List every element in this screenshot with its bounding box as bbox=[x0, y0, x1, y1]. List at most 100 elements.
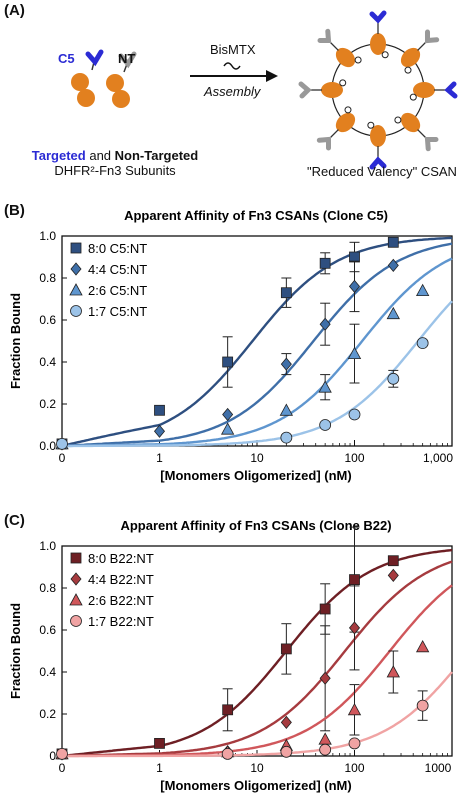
data-point-diamond bbox=[387, 258, 399, 273]
caption-nontargeted: Non-Targeted bbox=[114, 148, 199, 163]
data-point-square bbox=[280, 643, 292, 655]
y-tick-label: 0.8 bbox=[39, 581, 56, 595]
data-point-diamond bbox=[319, 317, 331, 331]
data-point-triangle bbox=[69, 593, 83, 606]
data-point-triangle bbox=[318, 380, 332, 393]
data-point-triangle bbox=[220, 422, 235, 435]
y-tick-label: 0.6 bbox=[39, 313, 56, 327]
data-point-circle bbox=[221, 747, 234, 760]
y-tick-label: 0.4 bbox=[39, 355, 56, 369]
fit-curve bbox=[61, 548, 453, 758]
ring-subunit bbox=[367, 121, 387, 170]
panel-a-letter: (A) bbox=[4, 2, 25, 19]
series bbox=[56, 671, 453, 760]
data-point-square bbox=[154, 737, 165, 749]
data-point-diamond bbox=[70, 572, 82, 586]
data-point-triangle bbox=[347, 346, 362, 360]
fit-curve bbox=[61, 236, 453, 448]
x-axis-label: [Monomers Oligomerized] (nM) bbox=[160, 468, 351, 483]
y-axis-label: Fraction Bound bbox=[8, 603, 23, 699]
data-point-diamond bbox=[153, 424, 166, 438]
legend-label: 4:4 C5:NT bbox=[88, 262, 147, 277]
legend-label: 1:7 B22:NT bbox=[88, 614, 154, 629]
data-point-diamond bbox=[348, 279, 361, 294]
chart-c5: Apparent Affinity of Fn3 CSANs (Clone C5… bbox=[8, 208, 453, 483]
data-point-diamond bbox=[280, 357, 292, 371]
data-point-triangle bbox=[279, 403, 294, 416]
assembly-arrow-icon bbox=[190, 62, 278, 82]
x-tick-label: 10 bbox=[250, 451, 264, 465]
data-point-circle bbox=[416, 699, 429, 712]
data-point-diamond bbox=[70, 262, 82, 276]
data-point-circle bbox=[319, 419, 332, 431]
y-tick-label: 0 bbox=[49, 749, 56, 763]
panel-b-letter: (B) bbox=[4, 202, 25, 219]
data-point-triangle bbox=[347, 702, 362, 716]
data-point-square bbox=[319, 257, 331, 269]
reagent-label: BisMTX bbox=[210, 42, 256, 57]
x-tick-label: 1,000 bbox=[423, 451, 453, 465]
data-point-square bbox=[349, 251, 360, 263]
y-axis-label: Fraction Bound bbox=[8, 293, 23, 389]
ring-subunit bbox=[409, 81, 458, 101]
csan-ring-icon bbox=[298, 10, 458, 170]
data-point-square bbox=[387, 236, 399, 248]
c5-label: C5 bbox=[58, 51, 75, 66]
series bbox=[56, 560, 453, 761]
fit-curve bbox=[62, 671, 453, 758]
legend-label: 8:0 B22:NT bbox=[88, 551, 154, 566]
ring-subunit bbox=[317, 28, 362, 68]
ring-subunit bbox=[316, 106, 356, 151]
caption-line2: DHFR²-Fn3 Subunits bbox=[54, 163, 176, 178]
y-tick-label: 0.0 bbox=[39, 439, 56, 453]
fit-curve bbox=[62, 300, 453, 448]
csan-caption: "Reduced Valency" CSAN bbox=[307, 164, 457, 179]
data-point-square bbox=[387, 555, 399, 567]
legend-label: 2:6 B22:NT bbox=[88, 593, 154, 608]
data-point-square bbox=[319, 603, 331, 615]
x-tick-label: 1 bbox=[156, 761, 163, 775]
data-point-square bbox=[70, 242, 82, 254]
data-point-circle bbox=[348, 737, 361, 750]
data-point-triangle bbox=[386, 306, 400, 320]
panel-a-illustration bbox=[71, 10, 458, 170]
nt-label: NT bbox=[118, 51, 136, 66]
y-tick-label: 0.2 bbox=[39, 707, 56, 721]
data-point-circle bbox=[70, 305, 82, 317]
data-point-square bbox=[280, 287, 292, 299]
data-point-diamond bbox=[387, 568, 399, 583]
x-tick-label: 100 bbox=[344, 451, 364, 465]
ring-subunit bbox=[298, 79, 347, 99]
y-tick-label: 0.8 bbox=[39, 271, 56, 285]
subunit-caption: Targeted and Non-Targeted DHFR²-Fn3 Subu… bbox=[10, 148, 220, 178]
legend-label: 2:6 C5:NT bbox=[88, 283, 147, 298]
data-point-square bbox=[222, 704, 234, 716]
chart-title: Apparent Affinity of Fn3 CSANs (Clone B2… bbox=[120, 518, 391, 533]
data-point-triangle bbox=[69, 283, 83, 296]
y-tick-label: 1.0 bbox=[39, 539, 56, 553]
data-point-diamond bbox=[280, 715, 292, 730]
data-point-triangle bbox=[415, 639, 430, 653]
legend-label: 4:4 B22:NT bbox=[88, 572, 154, 587]
data-point-square bbox=[70, 552, 82, 564]
x-tick-label: 1 bbox=[156, 451, 163, 465]
legend-label: 1:7 C5:NT bbox=[88, 304, 147, 319]
y-tick-label: 0.4 bbox=[39, 665, 56, 679]
data-point-circle bbox=[387, 372, 400, 385]
data-point-circle bbox=[416, 337, 429, 350]
y-tick-label: 1.0 bbox=[39, 229, 56, 243]
data-point-circle bbox=[280, 745, 293, 758]
data-point-circle bbox=[56, 747, 68, 760]
c5-subunit-icon bbox=[71, 49, 104, 107]
data-point-circle bbox=[348, 408, 361, 421]
data-point-circle bbox=[319, 743, 332, 756]
panel-c-letter: (C) bbox=[4, 512, 25, 529]
data-point-triangle bbox=[386, 665, 400, 678]
x-tick-label: 1000 bbox=[425, 761, 452, 775]
series bbox=[56, 300, 453, 450]
x-tick-label: 0 bbox=[59, 761, 66, 775]
data-point-triangle bbox=[415, 283, 430, 296]
data-point-circle bbox=[70, 615, 82, 627]
ring-subunit bbox=[369, 10, 389, 59]
ring-subunit bbox=[400, 29, 440, 74]
